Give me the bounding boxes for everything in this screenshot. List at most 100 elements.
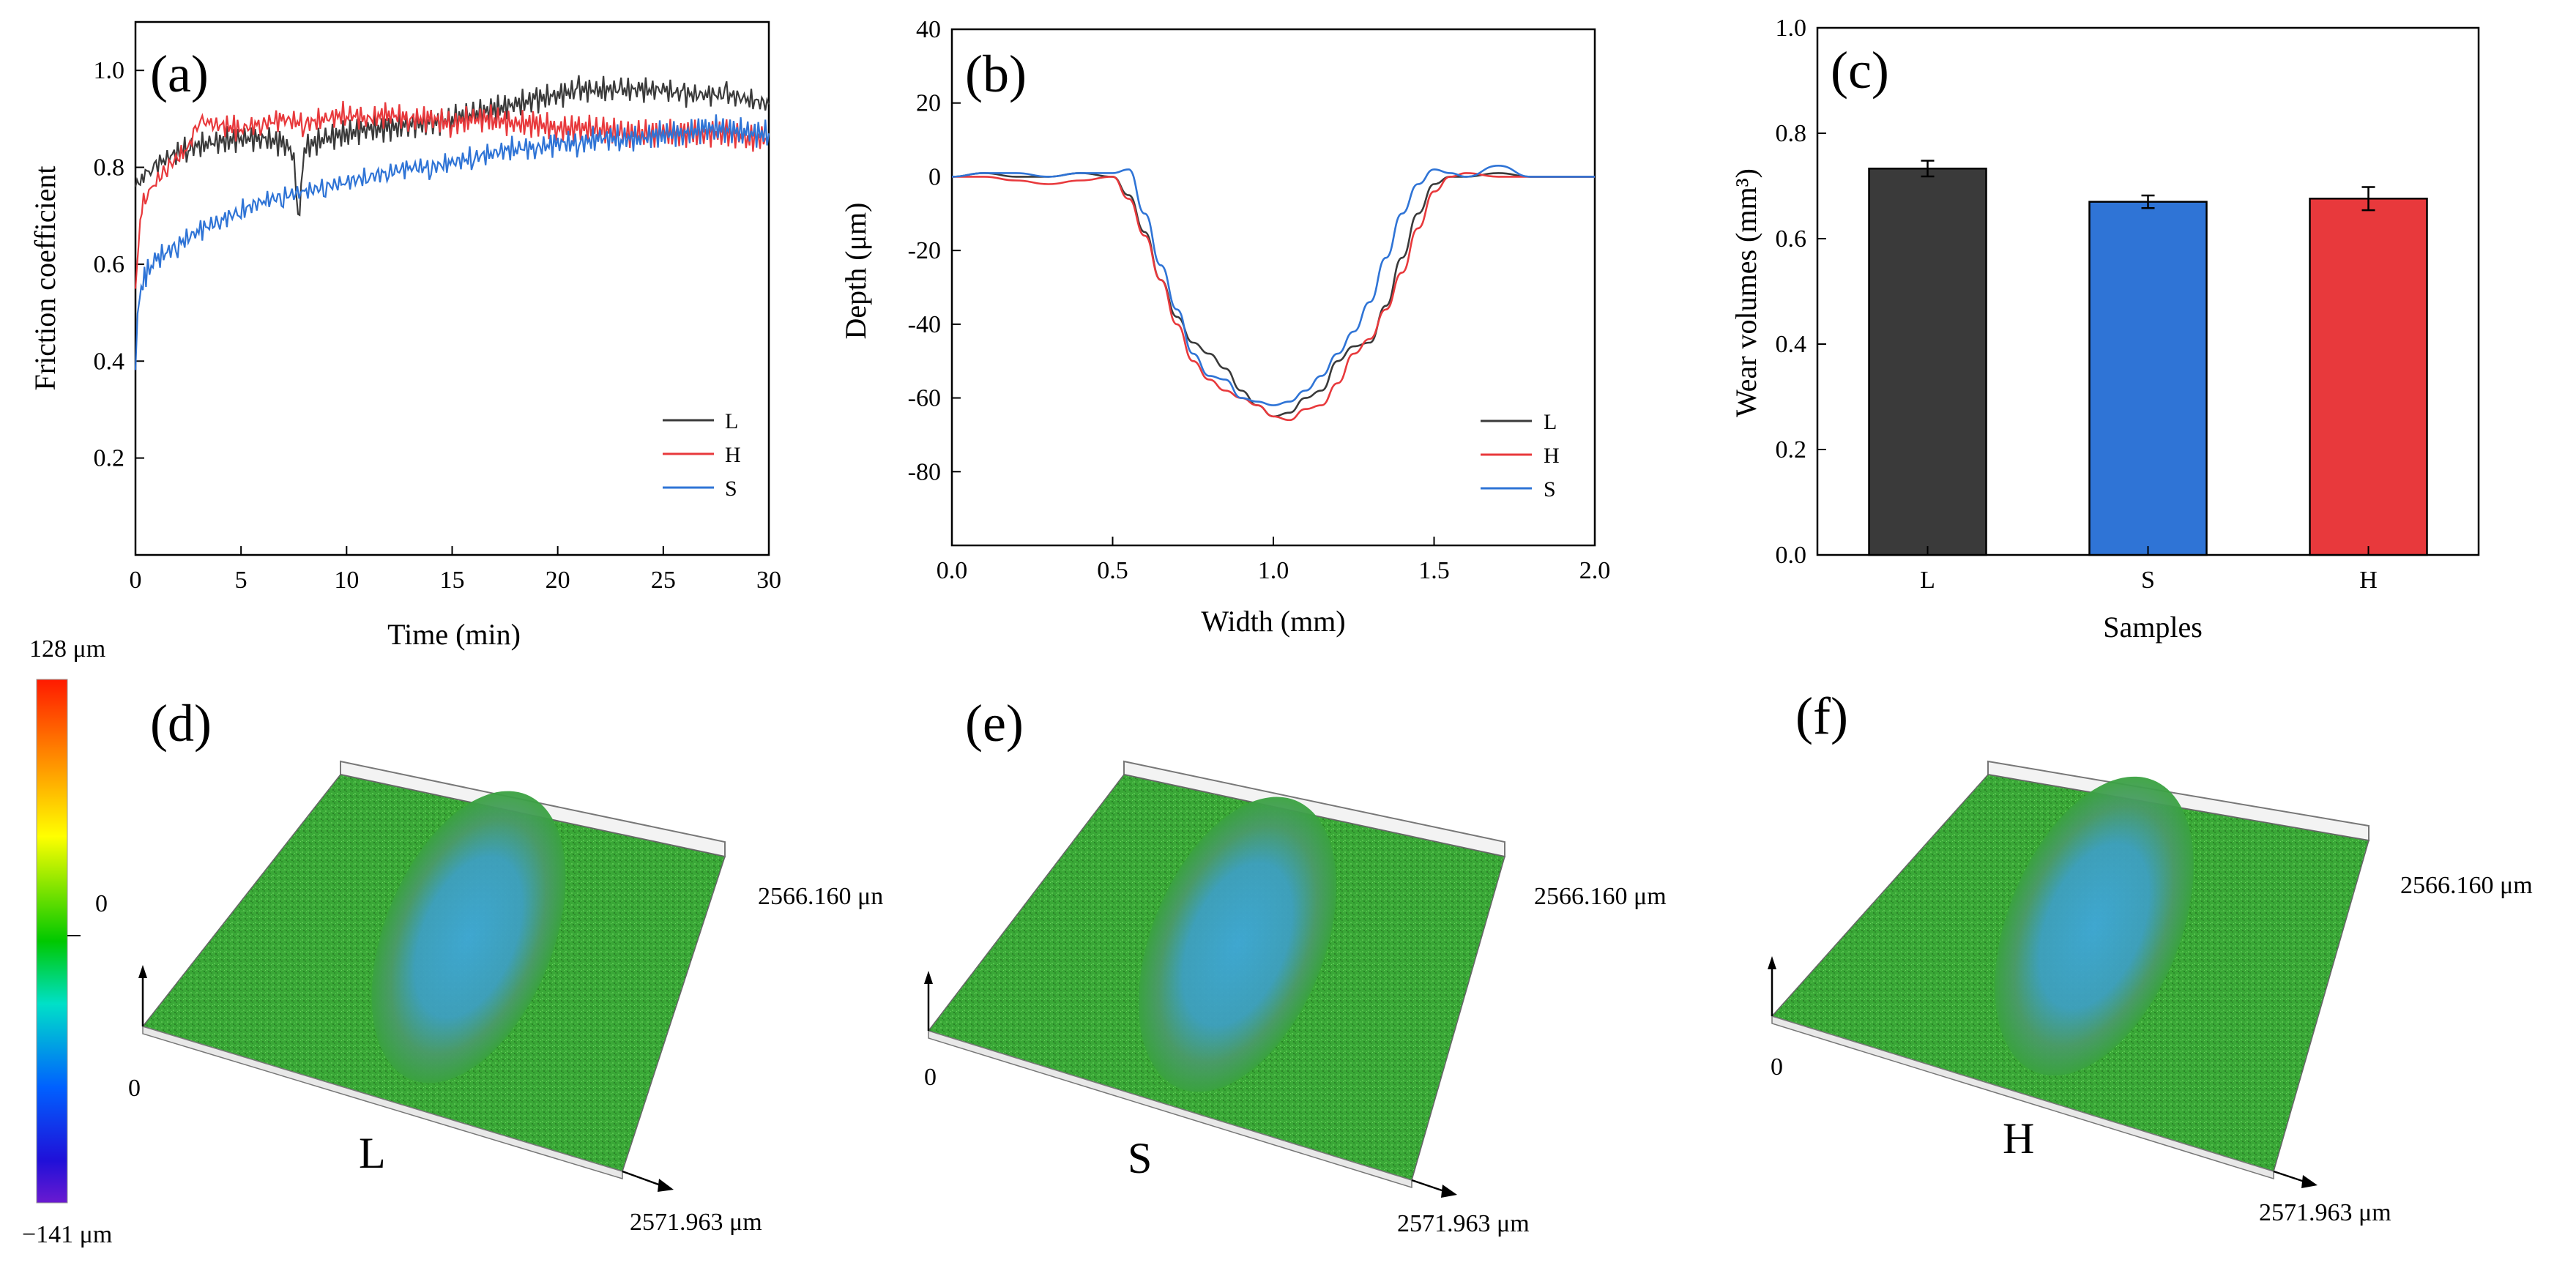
z-axis-arrowhead — [138, 965, 147, 978]
colorbar-min-label: −141 μm — [22, 1221, 112, 1248]
x-tick-label: L — [1920, 567, 1935, 594]
series-lines — [951, 164, 1595, 422]
y-tick-label: -80 — [908, 458, 941, 485]
origin-label: 0 — [924, 1064, 937, 1091]
box-front-face — [142, 1025, 623, 1180]
legend-label-L: L — [1544, 410, 1557, 434]
y-tick-label: 1.0 — [1776, 15, 1807, 42]
y-tick-label: 0.4 — [94, 348, 125, 375]
x-tick-label: 30 — [756, 567, 781, 594]
x-tick-label: 15 — [440, 567, 465, 594]
x-axis-arrowhead — [1441, 1185, 1457, 1198]
series-line-H — [134, 100, 770, 289]
sample-label: H — [2003, 1114, 2034, 1163]
origin-label: 0 — [128, 1075, 141, 1102]
x-axis-arrow — [1411, 1179, 1447, 1193]
x-tick-label: S — [2141, 567, 2155, 594]
legend: L H S — [1481, 410, 1560, 501]
axis-ticks: 0 5 10 15 20 25 30 0.2 0.4 0.6 0.8 1.0 — [94, 57, 782, 594]
x-axis-arrowhead — [2301, 1175, 2318, 1188]
sample-label: S — [1128, 1134, 1152, 1182]
depth-profile-chart: 0.0 0.5 1.0 1.5 2.0 40 20 0 -20 -40 -60 -80 (b) Wid… — [839, 16, 1610, 638]
y-tick-label: 0.4 — [1776, 331, 1807, 358]
x-tick-label: 5 — [235, 567, 247, 594]
y-tick-label: 0.0 — [1776, 542, 1807, 569]
x-axis-label: Width (mm) — [1201, 605, 1345, 638]
y-tick-label: 0.8 — [94, 154, 125, 182]
length-dimension-label: 2571.963 μm — [2259, 1199, 2391, 1226]
panel-label: (c) — [1831, 41, 1889, 100]
legend: L H S — [663, 409, 741, 501]
wear-volume-chart: 0.0 0.2 0.4 0.6 0.8 1.0 L S H (c) Samples Wear … — [1730, 15, 2480, 644]
y-tick-label: 0.2 — [94, 445, 125, 472]
x-tick-label: 0 — [130, 567, 142, 594]
x-tick-label: 1.0 — [1258, 557, 1289, 584]
y-tick-label: 1.0 — [94, 57, 125, 84]
wear-track — [1995, 776, 2194, 1076]
y-axis-label: Friction coefficient — [29, 166, 62, 391]
x-tick-label: 0.5 — [1097, 557, 1128, 584]
axis-ticks: 0.0 0.2 0.4 0.6 0.8 1.0 — [1776, 15, 1826, 569]
series-line-L — [134, 75, 770, 217]
panel-label: (b) — [965, 45, 1027, 103]
legend-label-L: L — [725, 409, 738, 433]
panel-label: (e) — [965, 694, 1024, 753]
y-tick-label: -40 — [908, 311, 941, 338]
legend-label-H: H — [1544, 444, 1560, 468]
panel-label: (f) — [1795, 687, 1848, 745]
surface-map-S: (e) 0 S 2566.160 μm 2571.963 μm — [924, 694, 1667, 1237]
panel-label: (a) — [150, 45, 209, 103]
colorbar-max-label: 128 μm — [29, 635, 105, 663]
surface-map-H: (f) 0 H 2566.160 μm 2571.963 μm — [1768, 687, 2533, 1226]
origin-label: 0 — [1771, 1053, 1783, 1081]
plot-frame — [950, 28, 1596, 547]
box-front-face — [1771, 1015, 2274, 1180]
x-axis-arrowhead — [658, 1179, 674, 1192]
surface-map-L: (d) 0 L 2566.160 μn 2571.963 μm — [128, 694, 883, 1236]
y-axis-label: Depth (μm) — [839, 203, 872, 340]
z-axis-arrowhead — [1768, 956, 1776, 969]
y-tick-label: 0.6 — [1776, 225, 1807, 253]
series-line-S — [134, 114, 770, 370]
series-line-S — [951, 164, 1595, 406]
y-tick-label: 0 — [928, 163, 941, 190]
x-tick-label: H — [2359, 567, 2378, 594]
series-line-L — [951, 172, 1595, 418]
z-axis-arrowhead — [924, 971, 933, 984]
y-tick-label: 0.2 — [1776, 436, 1807, 463]
y-tick-label: 0.6 — [94, 251, 125, 278]
width-dimension-label: 2566.160 μm — [2400, 872, 2533, 899]
x-axis-label: Samples — [2103, 611, 2203, 644]
length-dimension-label: 2571.963 μm — [1397, 1210, 1530, 1237]
box-front-face — [928, 1029, 1412, 1189]
height-colorbar: 128 μm 0 −141 μm — [22, 635, 112, 1248]
wear-track — [1138, 797, 1337, 1092]
plot-frame — [134, 20, 770, 556]
x-tick-label: 1.5 — [1418, 557, 1450, 584]
x-tick-label: 0.0 — [937, 557, 968, 584]
width-dimension-label: 2566.160 μn — [758, 883, 883, 910]
legend-label-H: H — [725, 443, 741, 467]
x-axis-arrow — [2273, 1170, 2307, 1184]
y-tick-label: 0.8 — [1776, 120, 1807, 147]
x-axis-label: Time (min) — [387, 618, 521, 651]
legend-label-S: S — [725, 477, 737, 501]
bar-S — [2088, 201, 2208, 556]
length-dimension-label: 2571.963 μm — [630, 1209, 762, 1236]
series-lines — [134, 75, 770, 370]
wear-track — [371, 791, 566, 1084]
y-tick-label: -60 — [908, 385, 941, 412]
panel-label: (d) — [150, 694, 212, 753]
legend-label-S: S — [1544, 477, 1556, 501]
colorbar-gradient — [36, 679, 68, 1204]
bar-L — [1868, 167, 1987, 556]
y-tick-label: 20 — [916, 90, 941, 117]
colorbar-zero-label: 0 — [95, 890, 108, 917]
y-tick-label: 40 — [916, 16, 941, 43]
y-axis-label: Wear volumes (mm³) — [1730, 168, 1762, 417]
sample-label: L — [359, 1129, 386, 1177]
x-tick-label: 20 — [546, 567, 570, 594]
x-tick-label: 25 — [651, 567, 676, 594]
